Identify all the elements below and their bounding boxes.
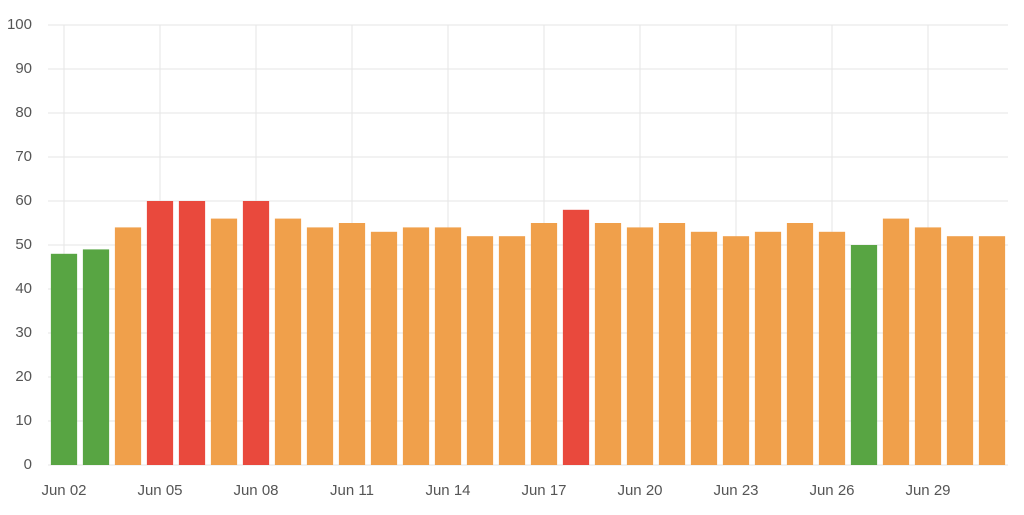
bar: [530, 223, 558, 465]
bar: [786, 223, 814, 465]
bar: [466, 236, 494, 465]
x-tick-label: Jun 17: [521, 482, 566, 499]
bar: [210, 218, 238, 465]
x-tick-label: Jun 02: [41, 482, 86, 499]
bar: [274, 218, 302, 465]
x-tick-label: Jun 14: [425, 482, 470, 499]
x-tick-label: Jun 20: [617, 482, 662, 499]
x-tick-label: Jun 05: [137, 482, 182, 499]
y-tick-label: 30: [15, 324, 32, 341]
y-tick-label: 80: [15, 104, 32, 121]
y-tick-label: 60: [15, 192, 32, 209]
bar: [402, 227, 430, 465]
y-tick-label: 0: [24, 456, 32, 473]
y-tick-label: 40: [15, 280, 32, 297]
x-tick-label: Jun 08: [233, 482, 278, 499]
bar: [914, 227, 942, 465]
bar: [306, 227, 334, 465]
bar: [498, 236, 526, 465]
bar: [370, 231, 398, 465]
bar: [946, 236, 974, 465]
bar: [978, 236, 1006, 465]
x-tick-label: Jun 26: [809, 482, 854, 499]
x-tick-label: Jun 23: [713, 482, 758, 499]
bar: [114, 227, 142, 465]
x-tick-label: Jun 29: [905, 482, 950, 499]
bar: [594, 223, 622, 465]
y-tick-label: 20: [15, 368, 32, 385]
bar: [722, 236, 750, 465]
bar: [178, 201, 206, 465]
bar: [50, 253, 78, 465]
bar: [242, 201, 270, 465]
bar: [338, 223, 366, 465]
bar: [434, 227, 462, 465]
y-tick-label: 90: [15, 60, 32, 77]
y-tick-label: 100: [7, 16, 32, 33]
bar: [850, 245, 878, 465]
bar: [882, 218, 910, 465]
bar: [562, 209, 590, 465]
bar: [626, 227, 654, 465]
x-tick-label: Jun 11: [330, 482, 374, 499]
bar: [82, 249, 110, 465]
bar: [690, 231, 718, 465]
bar: [754, 231, 782, 465]
y-tick-label: 70: [15, 148, 32, 165]
bar: [146, 201, 174, 465]
y-tick-label: 10: [15, 412, 32, 429]
y-tick-label: 50: [15, 236, 32, 253]
bar: [658, 223, 686, 465]
bar: [818, 231, 846, 465]
